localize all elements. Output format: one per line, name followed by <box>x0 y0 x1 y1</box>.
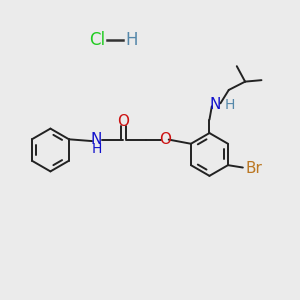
Text: O: O <box>159 132 171 147</box>
Text: N: N <box>210 97 221 112</box>
Text: Br: Br <box>246 160 263 175</box>
Text: H: H <box>126 31 138 49</box>
Text: H: H <box>92 142 102 156</box>
Text: H: H <box>225 98 235 112</box>
Text: N: N <box>91 132 102 147</box>
Text: O: O <box>117 114 129 129</box>
Text: Cl: Cl <box>89 31 105 49</box>
